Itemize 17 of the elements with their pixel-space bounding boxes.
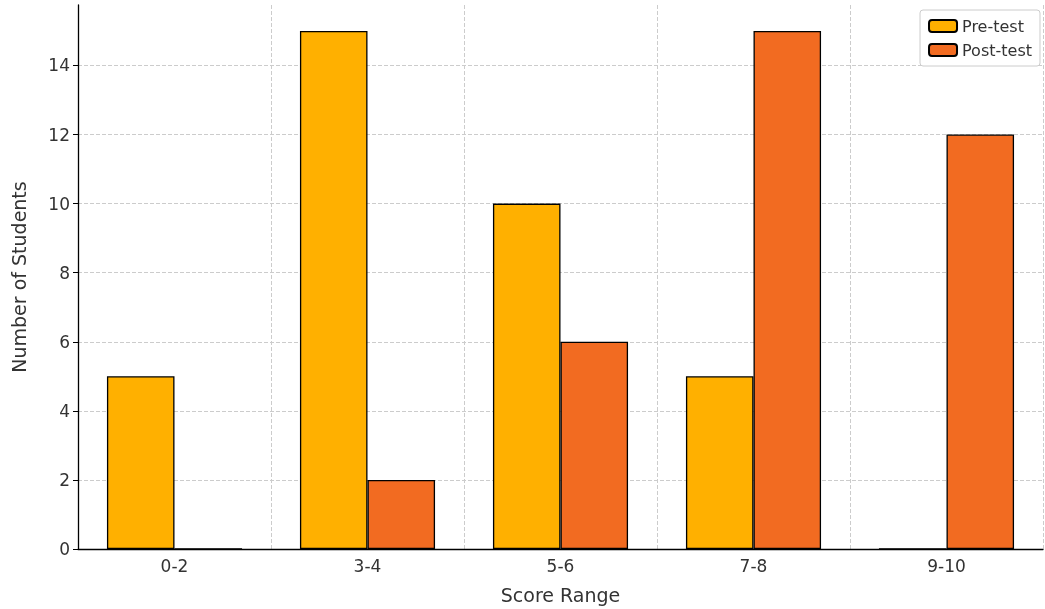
y-tick-label: 10 — [48, 193, 70, 214]
x-tick-label: 3-4 — [353, 555, 382, 576]
y-tick-label: 0 — [59, 539, 70, 559]
legend-label: Post-test — [962, 40, 1033, 60]
x-tick-label: 9-10 — [927, 555, 966, 576]
y-tick-label: 2 — [59, 469, 70, 490]
y-tick-label: 12 — [48, 124, 70, 145]
y-axis-title: Number of Students — [7, 181, 30, 373]
y-tick-label: 4 — [59, 400, 70, 421]
y-tick-label: 14 — [48, 55, 70, 76]
x-tick-label: 0-2 — [160, 555, 189, 576]
y-tick-label: 8 — [59, 262, 70, 283]
x-axis-title: Score Range — [500, 583, 621, 606]
x-tick-label: 5-6 — [546, 555, 575, 576]
x-tick-label: 7-8 — [739, 555, 768, 576]
y-tick-label: 6 — [59, 331, 70, 352]
legend-label: Pre-test — [962, 16, 1024, 36]
